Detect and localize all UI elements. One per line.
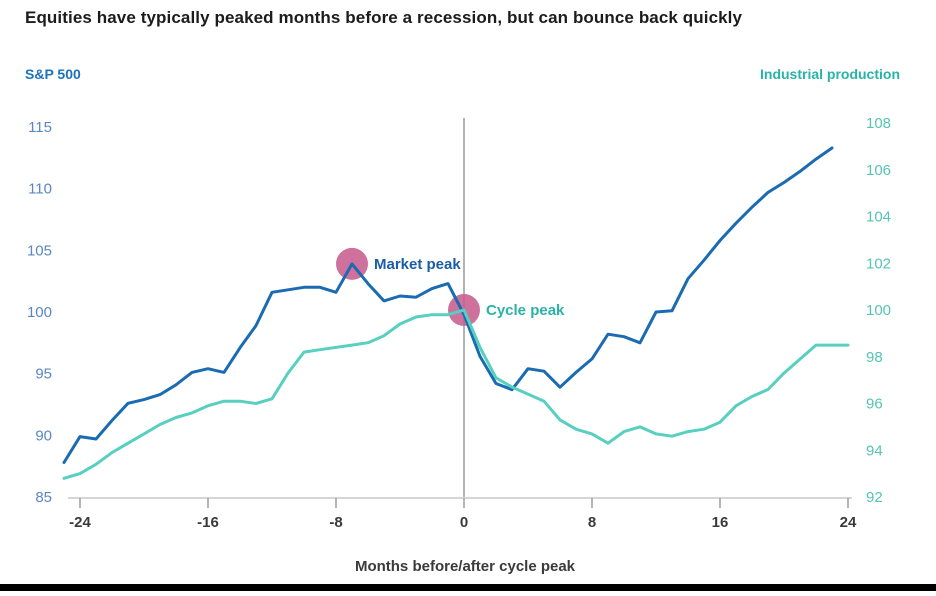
right-axis-tick-label: 102 — [866, 255, 891, 272]
legend-industrial-production-label: Industrial production — [760, 66, 900, 82]
x-tick-label: 0 — [460, 514, 468, 531]
right-axis-tick-label: 94 — [866, 442, 883, 459]
right-axis-tick-label: 98 — [866, 349, 883, 366]
left-axis-tick-label: 105 — [27, 242, 52, 259]
right-axis-tick-label: 106 — [866, 162, 891, 179]
right-axis-tick-label: 92 — [866, 489, 883, 506]
left-axis-tick-label: 90 — [35, 427, 52, 444]
legend-sp500-label: S&P 500 — [25, 66, 81, 82]
industrial-production-line — [62, 308, 850, 480]
bottom-border-bar — [0, 584, 936, 591]
x-tick-label: 24 — [840, 514, 857, 531]
left-axis-tick-label: 85 — [35, 489, 52, 506]
sp500-line — [62, 146, 834, 464]
left-axis-tick-label: 110 — [28, 181, 52, 198]
left-axis-tick-label: 115 — [28, 119, 52, 136]
right-axis-tick-label: 96 — [866, 396, 883, 413]
x-tick-label: -16 — [197, 514, 219, 531]
chart-title: Equities have typically peaked months be… — [25, 8, 743, 27]
x-tick-label: -24 — [69, 514, 91, 531]
right-axis-tick-label: 100 — [866, 302, 891, 319]
left-axis-tick-label: 95 — [35, 366, 52, 383]
x-axis-label: Months before/after cycle peak — [354, 558, 576, 575]
right-axis-tick-label: 104 — [866, 209, 891, 226]
left-axis-tick-label: 100 — [27, 304, 52, 321]
x-tick-label: 16 — [712, 514, 729, 531]
peak-annotation-label: Market peak — [374, 256, 461, 273]
x-tick-label: -8 — [329, 514, 342, 531]
right-axis-tick-label: 108 — [866, 115, 891, 132]
x-tick-label: 8 — [588, 514, 596, 531]
peak-annotation-label: Cycle peak — [486, 302, 565, 319]
